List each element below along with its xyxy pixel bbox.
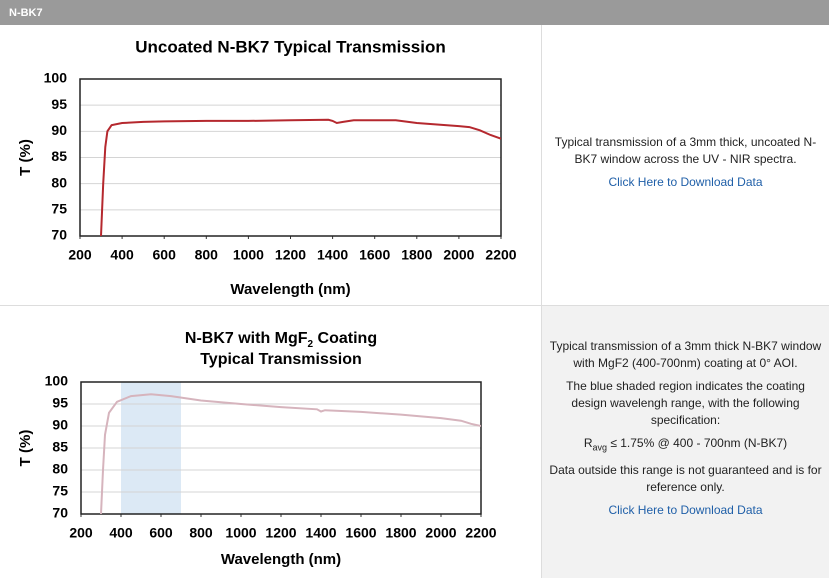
x-tick-label: 2000 [425,525,456,541]
plot-frame [79,78,502,237]
plot-frame [80,381,482,515]
x-tick-label: 1400 [305,525,336,541]
title-subscript: 2 [308,339,314,350]
x-tick-label: 400 [109,525,133,541]
y-tick-label: 85 [51,148,67,164]
x-tick-label: 800 [195,247,219,263]
y-tick-label: 90 [52,417,68,433]
x-axis-label: Wavelength (nm) [221,551,341,568]
spec-subscript: avg [592,442,607,453]
spec-symbol: R [583,436,593,450]
y-tick-label: 80 [51,174,67,190]
y-axis-label: T (%) [17,430,34,467]
charts: Uncoated N-BK7 Typical Transmission 70 75 8… [17,37,517,568]
divider [0,305,829,306]
x-tick-label: 600 [153,247,177,263]
download-link[interactable]: Click Here to Download Data [608,175,763,189]
x-tick-label: 600 [149,525,173,541]
x-tick-label: 2000 [443,247,474,263]
y-tick-label: 70 [52,505,68,521]
x-tick-label: 1600 [345,525,376,541]
x-tick-label: 2200 [465,525,496,541]
x-tick-label: 800 [189,525,213,541]
chart-title: N-BK7 with MgF2 Coating [185,330,377,349]
y-tick-label: 70 [51,227,67,243]
y-axis-label: T (%) [17,139,34,176]
description: Typical transmission of a 3mm thick, unc… [542,26,829,305]
header: N-BK7 [0,0,829,25]
spec: Ravg ≤ 1.75% @ 400 - 700nm (N-BK7) [548,435,823,456]
x-tick-label: 1800 [385,525,416,541]
chart-title: Typical Transmission [200,351,362,368]
y-tick-label: 95 [51,96,67,112]
x-tick-label: 1000 [233,247,264,263]
x-tick-label: 2200 [485,247,516,263]
data-line [100,118,501,236]
title-part: N-BK7 with MgF [185,330,308,347]
x-tick-label: 1400 [317,247,348,263]
description-text: The blue shaded region indicates the coa… [566,379,805,427]
x-tick-label: 1800 [401,247,432,263]
x-tick-label: 1200 [275,247,306,263]
title-part: Coating [313,330,377,347]
x-tick-label: 200 [68,247,92,263]
y-tick-label: 90 [51,122,67,138]
description-text: Typical transmission of a 3mm thick N-BK… [549,339,822,370]
note: Data outside this range is not guarantee… [549,463,822,495]
description-text: Typical transmission of a 3mm thick, unc… [554,135,817,166]
y-tick-label: 95 [52,395,68,411]
chart-title: Uncoated N-BK7 Typical Transmission [135,37,445,56]
x-tick-label: 200 [69,525,93,541]
y-tick-label: 85 [52,439,68,455]
y-tick-label: 75 [52,483,68,499]
x-tick-label: 400 [110,247,134,263]
description: Typical transmission of a 3mm thick N-BK… [542,306,829,578]
spec-text: ≤ 1.75% @ 400 - 700nm (N-BK7) [607,436,788,450]
x-tick-label: 1600 [359,247,390,263]
download-link[interactable]: Click Here to Download Data [608,503,763,518]
x-axis-label: Wavelength (nm) [230,281,350,298]
y-tick-label: 80 [52,461,68,477]
data-line [100,393,481,514]
divider [541,25,542,578]
x-tick-label: 1000 [225,525,256,541]
y-tick-label: 100 [44,70,68,86]
y-tick-label: 75 [51,201,67,217]
x-tick-label: 1200 [265,525,296,541]
y-tick-label: 100 [45,373,69,389]
